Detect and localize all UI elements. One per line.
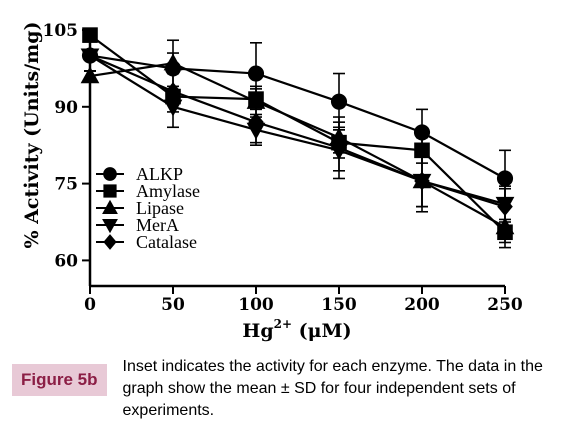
legend-marker: [103, 184, 117, 198]
figure-caption: Figure 5b Inset indicates the activity f…: [12, 356, 572, 428]
data-point: [165, 82, 181, 101]
x-tick-label: 250: [487, 295, 523, 315]
data-point: [496, 170, 514, 187]
data-point: [248, 112, 264, 132]
legend-marker: [102, 199, 118, 215]
x-axis-title-superscript: 2+: [274, 317, 292, 331]
x-tick-label: 100: [238, 295, 274, 315]
data-point: [414, 171, 430, 191]
data-point: [163, 53, 183, 71]
legend-label: Amylase: [136, 181, 200, 201]
legend-marker: [102, 218, 118, 234]
x-axis-title-main: Hg: [242, 320, 273, 342]
legend-label: Lipase: [136, 198, 184, 218]
x-tick-label: 0: [84, 295, 96, 315]
data-point: [413, 124, 431, 141]
x-axis-title: Hg2+ (μM): [242, 317, 351, 342]
data-point: [247, 65, 265, 82]
legend-label: MerA: [136, 215, 179, 235]
legend-entry: ALKP: [96, 164, 183, 184]
x-axis-title-unit: (μM): [292, 320, 352, 342]
y-tick-label: 60: [54, 251, 78, 271]
y-axis-title: % Activity (Units/mg): [21, 21, 43, 248]
y-tick-label: 105: [43, 21, 79, 41]
y-tick-label: 75: [54, 175, 78, 195]
chart: 60 75 90 105 0 50 100 150 200 250 ALKPAmylaseLipa…: [21, 21, 523, 342]
caption-text: Inset indicates the activity for each en…: [122, 358, 543, 419]
legend-marker: [103, 234, 117, 250]
legend-entry: Lipase: [96, 198, 184, 218]
legend-entry: Amylase: [96, 181, 200, 201]
x-tick-label: 200: [404, 295, 440, 315]
plot-area: [80, 27, 515, 249]
legend-entry: Catalase: [96, 232, 197, 252]
series-line: [89, 54, 506, 180]
series-line: [89, 62, 506, 229]
legend-entry: MerA: [96, 215, 179, 235]
data-point: [246, 91, 266, 109]
legend-label: ALKP: [136, 164, 183, 184]
x-tick-label: 50: [161, 295, 185, 315]
y-tick-label: 90: [54, 98, 78, 118]
series-line: [89, 54, 506, 208]
data-point: [331, 138, 347, 158]
legend-label: Catalase: [136, 232, 197, 252]
data-point: [497, 197, 513, 216]
axis-ticks: 60 75 90 105 0 50 100 150 200 250: [43, 21, 523, 315]
figure-label: Figure 5b: [12, 364, 107, 396]
data-point: [330, 93, 348, 110]
x-tick-label: 150: [321, 295, 357, 315]
legend-marker: [103, 167, 117, 181]
